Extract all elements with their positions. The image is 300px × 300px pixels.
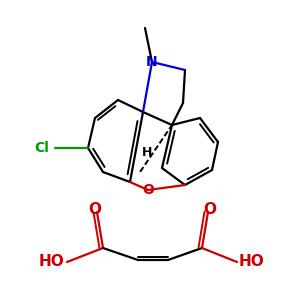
Text: H: H <box>142 146 152 160</box>
Text: O: O <box>88 202 101 217</box>
Text: HO: HO <box>239 254 265 269</box>
Text: HO: HO <box>39 254 65 269</box>
Text: O: O <box>203 202 217 217</box>
Text: N: N <box>146 55 158 69</box>
Text: Cl: Cl <box>34 141 50 155</box>
Text: O: O <box>142 183 154 197</box>
